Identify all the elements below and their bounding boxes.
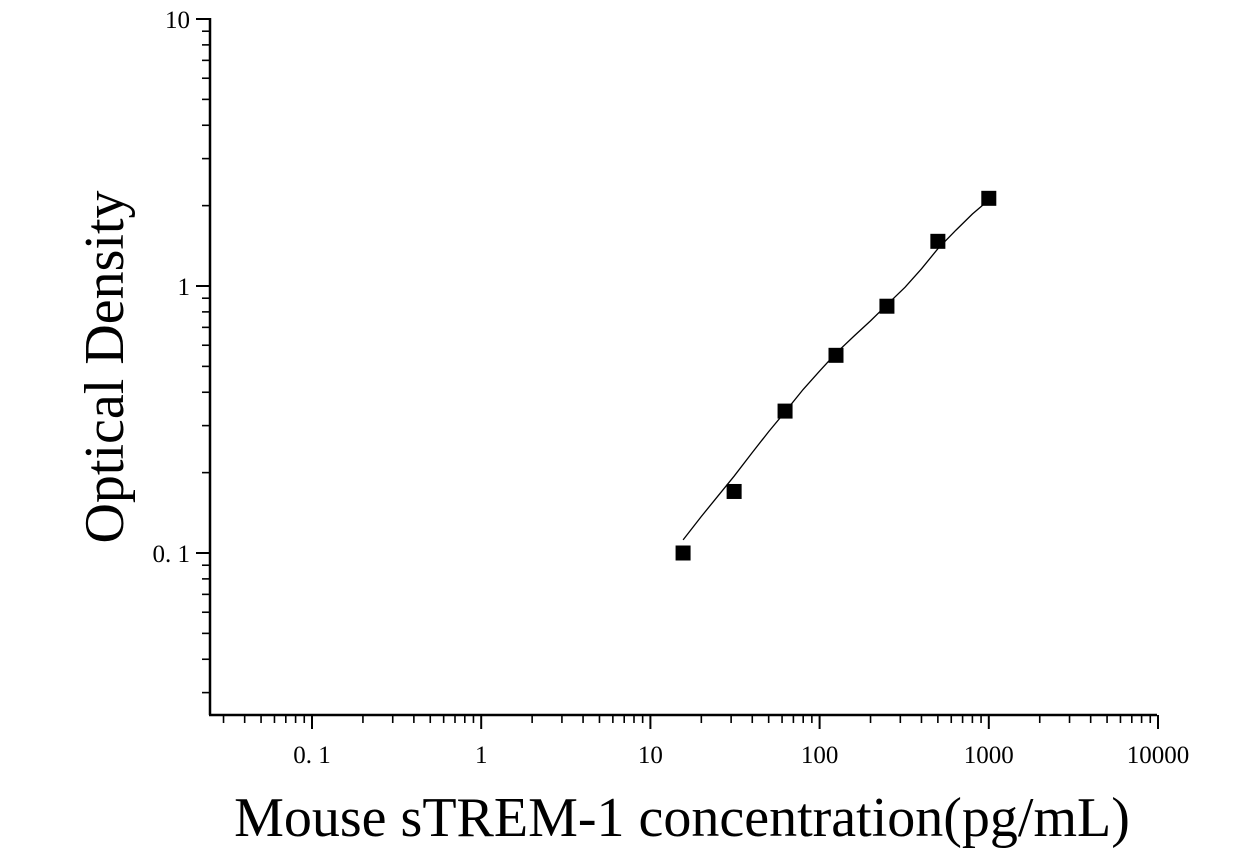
- y-tick-labels: 0. 1 1 10: [153, 7, 191, 568]
- data-point-marker: [675, 545, 691, 561]
- x-tick-label: 0. 1: [293, 742, 331, 769]
- data-point-marker: [930, 233, 946, 249]
- data-points: [675, 190, 997, 561]
- axes: [208, 18, 1157, 717]
- y-tick-label: 1: [178, 274, 191, 301]
- x-axis-title: Mouse sTREM-1 concentration(pg/mL): [234, 787, 1130, 849]
- x-tick-labels: 0. 1 1 10 100 1000 10000: [293, 742, 1189, 769]
- data-point-marker: [777, 403, 793, 419]
- ticks: [196, 18, 1159, 729]
- x-tick-label: 1: [475, 742, 488, 769]
- x-tick-label: 1000: [964, 742, 1014, 769]
- data-point-marker: [828, 347, 844, 363]
- data-point-marker: [981, 190, 997, 206]
- data-point-marker: [879, 298, 895, 314]
- data-point-marker: [726, 483, 742, 499]
- y-tick-label: 0. 1: [153, 541, 191, 568]
- x-tick-label: 100: [801, 742, 839, 769]
- x-tick-label: 10000: [1127, 742, 1190, 769]
- y-tick-label: 10: [165, 7, 190, 34]
- y-axis-title: Optical Density: [74, 190, 136, 543]
- x-tick-label: 10: [638, 742, 663, 769]
